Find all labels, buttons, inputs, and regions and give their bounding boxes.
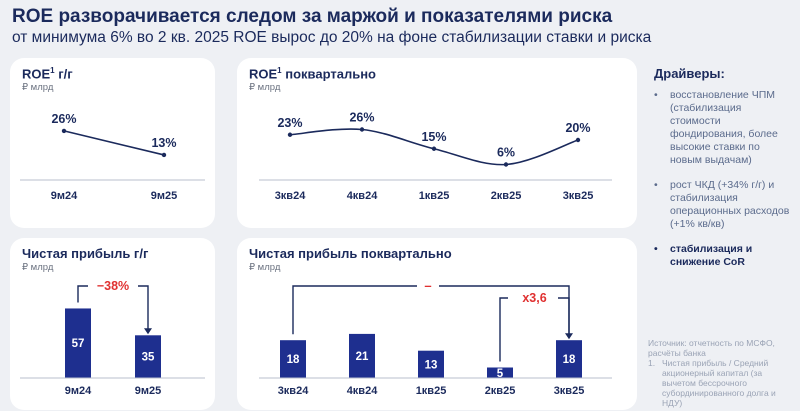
- bar-value-label: 5: [497, 368, 504, 380]
- source-note: Источник: отчетность по МСФО, расчёты ба…: [648, 338, 798, 408]
- bar-value-label: 35: [142, 352, 155, 364]
- driver-item: • стабилизация и снижение CoR: [654, 243, 794, 269]
- data-point: [575, 137, 581, 143]
- roe-yoy-panel: ROE1 г/г ₽ млрд 26% 9м24 13% 9м25: [10, 58, 215, 228]
- x-tick-label: 4кв24: [347, 190, 379, 202]
- net-profit-quarterly-panel: Чистая прибыль поквартально ₽ млрд 18 3кв…: [237, 238, 637, 410]
- bullet-icon: •: [654, 89, 658, 101]
- footnote: 1. Чистая прибыль / Средний акционерный …: [648, 358, 798, 408]
- x-tick-label: 4кв24: [347, 385, 379, 397]
- bullet-icon: •: [654, 179, 658, 191]
- data-point: [161, 152, 167, 158]
- source-text: Источник: отчетность по МСФО, расчёты ба…: [648, 338, 775, 358]
- roe-quarterly-panel: ROE1 поквартально ₽ млрд 23% 3кв24 26% 4кв2…: [237, 58, 637, 228]
- data-point: [431, 146, 437, 151]
- net-profit-quarterly-title: Чистая прибыль поквартально: [249, 246, 452, 261]
- x-tick-label: 3кв24: [278, 385, 310, 397]
- bar: [65, 308, 91, 378]
- data-label: 26%: [51, 112, 76, 126]
- bar: [487, 367, 513, 378]
- roe-yoy-title: ROE1 г/г: [22, 66, 73, 82]
- data-label: 23%: [277, 116, 302, 130]
- bar: [349, 333, 375, 378]
- net-profit-quarterly-unit: ₽ млрд: [249, 262, 281, 273]
- net-profit-yoy-unit: ₽ млрд: [22, 262, 54, 273]
- bar-value-label: 57: [72, 338, 85, 350]
- driver-text: восстановление ЧПМ (стабилизация стоимос…: [670, 89, 778, 166]
- series-line: [63, 130, 165, 156]
- net-profit-yoy-panel: Чистая прибыль г/г ₽ млрд 57 9м24 35 9м25 −3…: [10, 238, 215, 410]
- arrow-head-icon: [144, 328, 152, 335]
- x-tick-label: 9м24: [65, 385, 92, 397]
- driver-text: стабилизация и снижение CoR: [670, 243, 753, 268]
- data-label: 6%: [497, 146, 515, 160]
- bar: [280, 340, 306, 378]
- bar-value-label: 13: [425, 359, 438, 371]
- annotation-background: [417, 278, 439, 292]
- annotation-background: [508, 289, 558, 305]
- footnote-number: 1.: [648, 358, 656, 368]
- roe-yoy-unit: ₽ млрд: [22, 82, 54, 93]
- x-tick-label: 9м25: [135, 385, 162, 397]
- net-profit-quarterly-chart: 18 3кв24 21 4кв24 13 1кв25 5 2кв25 18 3кв25 – x3,6: [259, 278, 612, 397]
- bar: [418, 350, 444, 378]
- roe-quarterly-chart: 23% 3кв24 26% 4кв24 15% 1кв25 6% 2кв25 20% 3кв25: [259, 111, 612, 202]
- driver-text: рост ЧКД (+34% г/г) и стабилизация опера…: [670, 179, 790, 230]
- change-annotation: x3,6: [522, 291, 546, 305]
- bullet-icon: •: [654, 243, 658, 255]
- x-tick-label: 3кв25: [554, 385, 585, 397]
- arrow-head-icon: [565, 333, 573, 340]
- x-tick-label: 3кв25: [563, 190, 594, 202]
- bar-value-label: 18: [563, 354, 576, 366]
- driver-item: • восстановление ЧПМ (стабилизация стоимо…: [654, 89, 794, 167]
- roe-quarterly-title: ROE1 поквартально: [249, 66, 376, 82]
- data-label: 15%: [421, 130, 446, 144]
- bar-value-label: 18: [287, 354, 300, 366]
- data-point: [359, 127, 365, 132]
- driver-item: • рост ЧКД (+34% г/г) и стабилизация опер…: [654, 179, 794, 231]
- roe-quarterly-unit: ₽ млрд: [249, 82, 281, 93]
- data-point: [287, 132, 293, 137]
- x-tick-label: 1кв25: [416, 385, 447, 397]
- footnote-text: Чистая прибыль / Средний акционерный кап…: [662, 358, 776, 408]
- x-tick-label: 9м24: [51, 190, 78, 202]
- data-label: 13%: [151, 136, 176, 150]
- page-title: ROE разворачивается следом за маржой и п…: [12, 6, 613, 27]
- drivers-title: Драйверы:: [654, 66, 725, 81]
- data-label: 20%: [565, 121, 590, 135]
- x-tick-label: 3кв24: [275, 190, 307, 202]
- bar: [135, 335, 161, 378]
- x-tick-label: 1кв25: [419, 190, 450, 202]
- net-profit-yoy-title: Чистая прибыль г/г: [22, 246, 149, 261]
- bar: [556, 340, 582, 378]
- data-point: [61, 128, 67, 134]
- data-label: 26%: [349, 111, 374, 125]
- data-point: [503, 162, 509, 167]
- bar-value-label: 21: [356, 351, 369, 363]
- drivers-block: Драйверы: • восстановление ЧПМ (стабилиза…: [654, 66, 794, 281]
- annotation-background: [88, 276, 138, 294]
- roe-yoy-chart: 26% 9м24 13% 9м25: [20, 112, 205, 202]
- x-tick-label: 9м25: [151, 190, 178, 202]
- x-tick-label: 2кв25: [485, 385, 516, 397]
- page-subtitle: от минимума 6% во 2 кв. 2025 ROE вырос д…: [12, 29, 652, 46]
- net-profit-yoy-chart: 57 9м24 35 9м25 −38%: [20, 276, 205, 397]
- x-tick-label: 2кв25: [491, 190, 522, 202]
- change-annotation: −38%: [97, 279, 129, 293]
- change-annotation: –: [424, 278, 431, 293]
